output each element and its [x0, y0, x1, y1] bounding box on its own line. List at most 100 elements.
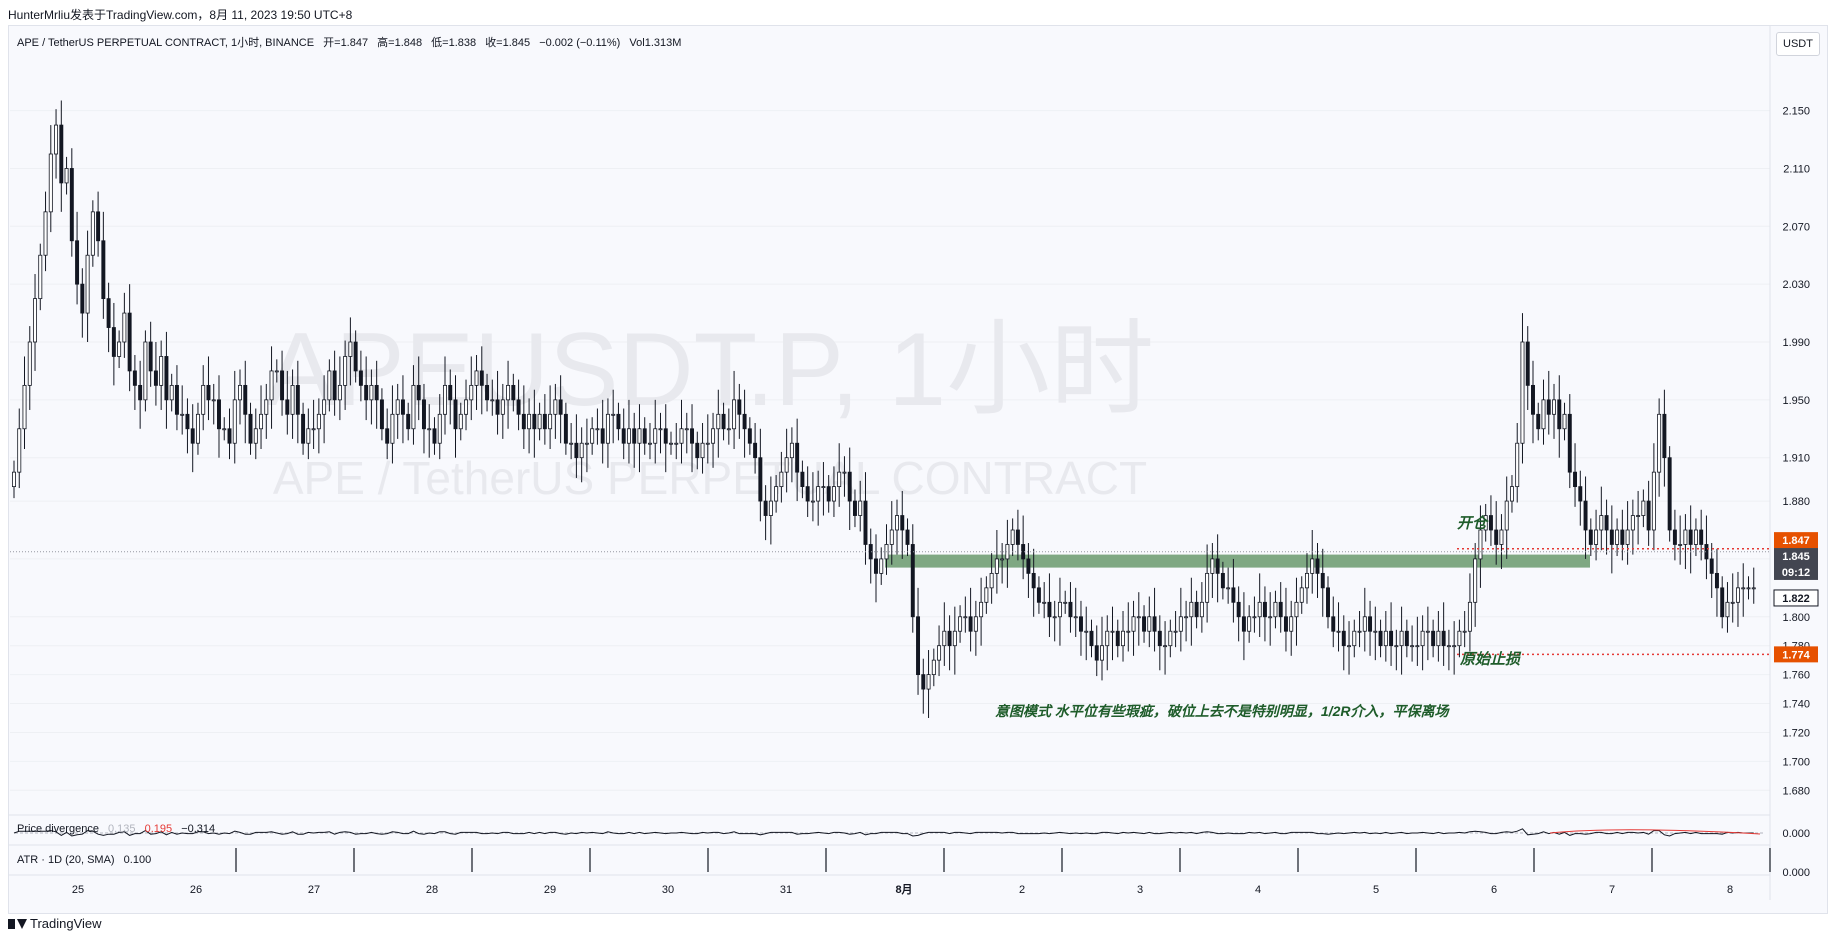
candle-body — [868, 544, 873, 560]
candle-body — [22, 384, 27, 430]
candle-body — [1509, 486, 1514, 502]
candle-body — [1646, 500, 1651, 531]
candle-body — [716, 413, 721, 430]
candle-body — [1436, 630, 1441, 647]
stop-price-tag: 1.774 — [1782, 649, 1810, 661]
candle-body — [1110, 630, 1115, 633]
candle-body — [353, 341, 358, 372]
candle-body — [1441, 630, 1446, 647]
candle-body — [1693, 529, 1698, 545]
candle-body — [1226, 587, 1231, 590]
candle-body — [690, 428, 695, 444]
candle-body — [369, 384, 374, 401]
y-tick-label: 1.680 — [1782, 785, 1810, 797]
candle-body — [332, 370, 337, 401]
chart-frame[interactable] — [8, 25, 1828, 914]
candle-body — [1236, 601, 1241, 618]
candle-body — [563, 413, 568, 444]
candle-body — [758, 457, 763, 502]
candle-body — [1031, 572, 1036, 589]
candle-body — [1105, 630, 1110, 647]
candle-body — [12, 471, 16, 488]
candle-body — [937, 645, 942, 661]
candle-body — [1567, 413, 1572, 473]
candle-body — [842, 471, 847, 474]
currency-button[interactable]: USDT — [1776, 32, 1820, 56]
candle-body — [1073, 616, 1078, 619]
candle-body — [1042, 601, 1047, 604]
candle-body — [1168, 630, 1173, 647]
candle-body — [385, 428, 390, 444]
candle-body — [1121, 630, 1125, 647]
candle-body — [1394, 645, 1399, 648]
candle-body — [364, 384, 369, 401]
resistance-zone-rect — [885, 554, 1590, 568]
candle-body — [448, 384, 453, 401]
candle-body — [1615, 529, 1620, 545]
candle-body — [1499, 529, 1504, 545]
candle-body — [532, 413, 537, 430]
candle-body — [994, 558, 999, 574]
candle-body — [910, 544, 915, 618]
candle-body — [80, 283, 85, 314]
candles — [12, 100, 1756, 718]
candle-body — [1257, 601, 1262, 618]
candle-body — [1057, 601, 1062, 618]
candle-body — [1100, 645, 1104, 661]
candle-body — [1515, 442, 1520, 488]
candle-body — [1131, 616, 1136, 632]
candle-body — [1273, 601, 1278, 618]
y-tick-label: 2.110 — [1783, 163, 1810, 175]
candle-body — [1557, 399, 1562, 430]
candle-body — [1383, 630, 1388, 647]
candle-body — [548, 413, 553, 430]
candle-body — [474, 370, 479, 386]
candle-body — [343, 356, 348, 386]
divergence-v1: 0.135 — [108, 823, 136, 835]
candle-body — [469, 384, 474, 401]
candle-body — [663, 428, 668, 444]
candle-body — [669, 442, 673, 445]
candle-body — [1142, 616, 1147, 632]
candle-body — [1283, 616, 1288, 632]
candle-body — [500, 399, 505, 415]
candle-body — [637, 428, 642, 444]
candle-body — [1373, 630, 1378, 633]
candle-body — [1036, 587, 1041, 603]
x-tick-label: 26 — [190, 884, 202, 896]
resistance-zone — [885, 554, 1590, 568]
candle-body — [1320, 572, 1325, 589]
candle-body — [742, 413, 747, 430]
divergence-v3: −0.314 — [181, 823, 216, 835]
candle-body — [863, 500, 868, 545]
candle-body — [295, 384, 300, 415]
candle-body — [768, 500, 773, 516]
candle-body — [322, 399, 327, 415]
candle-body — [705, 442, 710, 445]
candle-body — [789, 442, 794, 459]
candle-body — [1089, 630, 1094, 647]
time-axis: 25 26 27 28 29 30 31 8月 2 3 4 5 6 7 8 — [8, 848, 1771, 896]
y-tick-label: 1.880 — [1782, 496, 1810, 508]
y-tick-label: 1.990 — [1782, 337, 1810, 349]
candle-body — [337, 384, 342, 401]
legend-change: −0.002 (−0.11%) — [539, 37, 621, 49]
candle-body — [443, 384, 447, 415]
stop-annotation: 原始止损 — [1459, 651, 1522, 668]
atr-legend[interactable]: ATR · 1D (20, SMA) 0.100 — [17, 854, 151, 866]
candle-body — [511, 384, 516, 401]
candle-body — [1084, 630, 1089, 633]
candle-body — [195, 413, 200, 444]
candle-body — [1667, 457, 1672, 531]
candle-body — [558, 399, 563, 415]
candle-body — [1368, 616, 1373, 632]
candle-body — [1336, 630, 1341, 633]
candle-body — [1609, 529, 1614, 545]
candle-body — [217, 399, 221, 430]
candle-body — [1341, 630, 1346, 647]
divergence-legend[interactable]: Price divergence 0.135 0.195 −0.314 — [17, 823, 215, 835]
y-tick-label: 2.070 — [1782, 221, 1810, 233]
candle-body — [253, 428, 258, 444]
candle-body — [1184, 616, 1189, 619]
